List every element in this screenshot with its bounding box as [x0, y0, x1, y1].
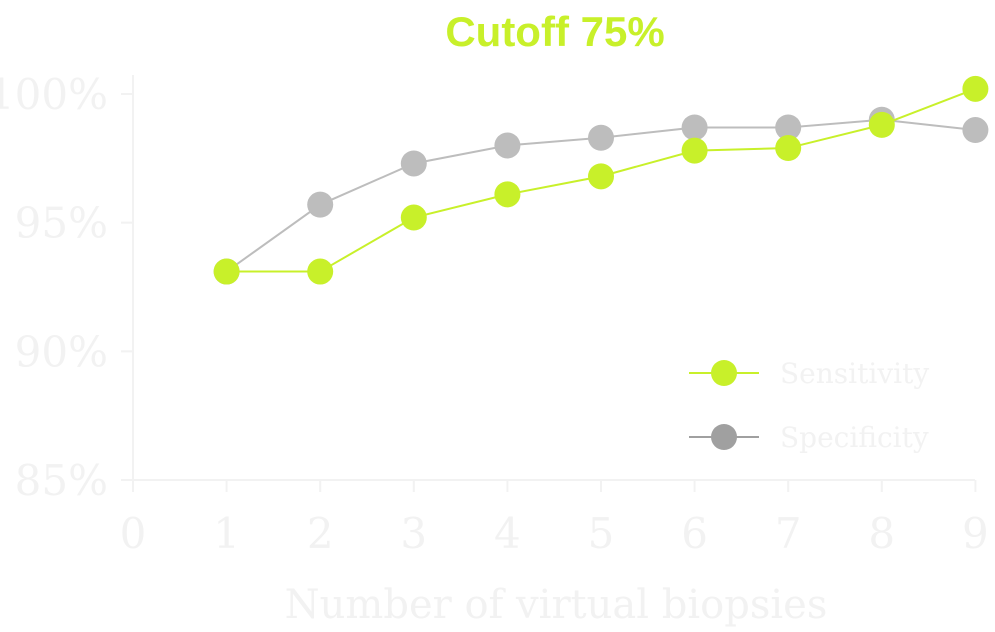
legend-marker-sensitivity — [711, 360, 737, 386]
data-point-sensitivity — [494, 181, 521, 208]
legend-item-specificity: Specificity — [689, 421, 929, 454]
x-tick-label: 4 — [494, 509, 521, 558]
x-tick-label: 9 — [962, 509, 989, 558]
x-tick-label: 0 — [120, 509, 147, 558]
y-tick-label: 100% — [0, 70, 108, 119]
chart-title: Cutoff 75% — [445, 8, 664, 55]
series-sensitivity — [213, 75, 989, 285]
data-point-sensitivity — [307, 258, 334, 285]
x-tick-label: 1 — [213, 509, 240, 558]
x-tick-label: 7 — [775, 509, 802, 558]
x-axis-label: Number of virtual biopsies — [285, 582, 828, 628]
y-tick-label: 95% — [15, 199, 108, 248]
data-point-specificity — [494, 132, 521, 159]
data-point-specificity — [307, 191, 334, 218]
x-tick-label: 5 — [588, 509, 615, 558]
x-tick-label: 3 — [400, 509, 427, 558]
axes: 85% 90% 95% 100% 0 1 2 3 4 5 6 7 8 9 — [0, 70, 989, 558]
data-point-sensitivity — [962, 75, 989, 102]
y-tick-label: 85% — [15, 456, 108, 505]
x-tick-label: 6 — [681, 509, 708, 558]
data-point-sensitivity — [868, 111, 895, 138]
legend-label-sensitivity: Sensitivity — [780, 357, 929, 390]
legend-item-sensitivity: Sensitivity — [689, 357, 929, 390]
data-point-sensitivity — [775, 135, 802, 162]
legend: Sensitivity Specificity — [689, 357, 929, 454]
legend-marker-specificity — [711, 424, 737, 450]
y-tick-label: 90% — [15, 327, 108, 376]
data-point-specificity — [962, 117, 989, 144]
x-tick-label: 8 — [868, 509, 895, 558]
data-point-sensitivity — [588, 163, 614, 190]
data-point-sensitivity — [681, 137, 708, 164]
series-layer — [213, 75, 989, 285]
data-point-specificity — [681, 114, 708, 141]
data-point-specificity — [400, 150, 427, 177]
data-point-sensitivity — [213, 258, 240, 285]
data-point-specificity — [588, 124, 614, 151]
data-point-specificity — [775, 114, 802, 141]
x-tick-label: 2 — [307, 509, 334, 558]
data-point-sensitivity — [400, 204, 427, 231]
legend-label-specificity: Specificity — [780, 421, 929, 454]
